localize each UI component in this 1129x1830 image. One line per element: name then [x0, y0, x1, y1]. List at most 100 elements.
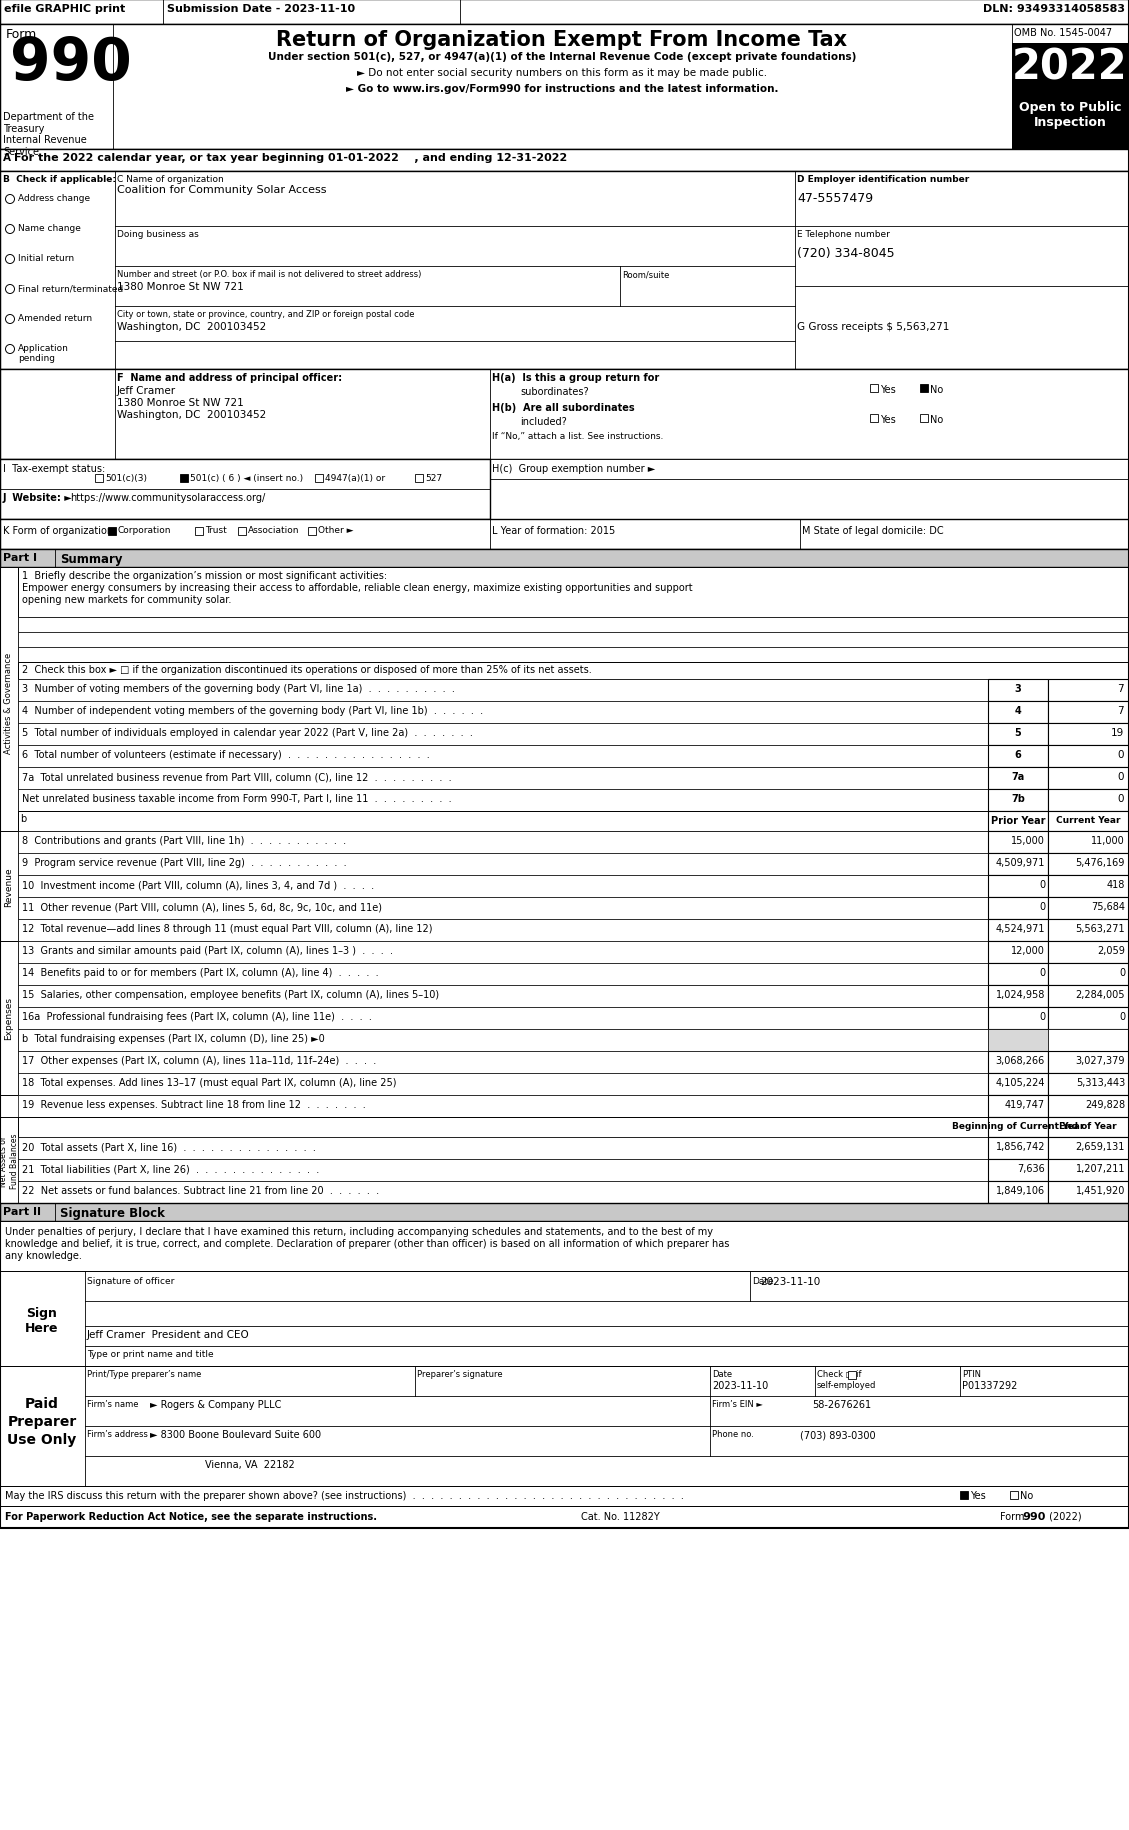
Text: H(c)  Group exemption number ►: H(c) Group exemption number ► [492, 463, 655, 474]
Text: 19: 19 [1111, 728, 1124, 737]
Text: 47-5557479: 47-5557479 [797, 192, 873, 205]
Text: 7,636: 7,636 [1017, 1164, 1045, 1173]
Bar [18, 567, 1129, 619]
Bar [18, 811, 988, 831]
Bar [1012, 44, 1129, 97]
Bar [18, 1030, 988, 1052]
Text: Submission Date - 2023-11-10: Submission Date - 2023-11-10 [167, 4, 356, 15]
Bar [1048, 1138, 1129, 1160]
Bar [1048, 1052, 1129, 1074]
Text: 15,000: 15,000 [1012, 836, 1045, 845]
Bar [988, 1182, 1048, 1204]
Text: OMB No. 1545-0047: OMB No. 1545-0047 [1014, 27, 1112, 38]
Text: 3: 3 [1015, 684, 1022, 694]
Bar [18, 1008, 988, 1030]
Bar [988, 941, 1048, 963]
Bar [18, 767, 988, 789]
Text: K Form of organization:: K Form of organization: [3, 525, 116, 536]
Text: 2  Check this box ► □ if the organization discontinued its operations or dispose: 2 Check this box ► □ if the organization… [21, 664, 592, 675]
Text: 22  Net assets or fund balances. Subtract line 21 from line 20  .  .  .  .  .  .: 22 Net assets or fund balances. Subtract… [21, 1186, 379, 1195]
Bar [0, 0, 1129, 1528]
Text: 0: 0 [1119, 968, 1124, 977]
Text: D Employer identification number: D Employer identification number [797, 176, 970, 183]
Bar [988, 963, 1048, 986]
Text: 1,856,742: 1,856,742 [996, 1142, 1045, 1151]
Bar [0, 459, 490, 520]
Text: H(a)  Is this a group return for: H(a) Is this a group return for [492, 373, 659, 382]
Bar [18, 963, 988, 986]
Text: P01337292: P01337292 [962, 1380, 1017, 1391]
Text: (720) 334-8045: (720) 334-8045 [797, 247, 894, 260]
Bar [18, 1118, 988, 1138]
Text: I  Tax-exempt status:: I Tax-exempt status: [3, 463, 105, 474]
Text: Jeff Cramer  President and CEO: Jeff Cramer President and CEO [87, 1329, 250, 1340]
Text: If “No,” attach a list. See instructions.: If “No,” attach a list. See instructions… [492, 432, 664, 441]
Text: Firm’s address: Firm’s address [87, 1429, 148, 1438]
Text: 249,828: 249,828 [1085, 1100, 1124, 1109]
Bar [1048, 789, 1129, 811]
Text: 527: 527 [425, 474, 443, 483]
Text: 12,000: 12,000 [1012, 946, 1045, 955]
Bar [1048, 1096, 1129, 1118]
Text: PTIN: PTIN [962, 1369, 981, 1378]
Bar [1048, 1008, 1129, 1030]
Bar [0, 549, 1129, 567]
Text: 0: 0 [1118, 772, 1124, 781]
Bar [18, 633, 1129, 648]
Text: 1380 Monroe St NW 721: 1380 Monroe St NW 721 [117, 397, 244, 408]
Text: 2,284,005: 2,284,005 [1076, 990, 1124, 999]
Bar [180, 474, 189, 483]
Bar [848, 1371, 856, 1380]
Text: Signature Block: Signature Block [60, 1206, 165, 1219]
Bar [18, 723, 988, 745]
Text: 11,000: 11,000 [1092, 836, 1124, 845]
Bar [238, 527, 246, 536]
Text: Beginning of Current Year: Beginning of Current Year [952, 1122, 1084, 1131]
Bar [0, 1221, 1129, 1272]
Text: B  Check if applicable:: B Check if applicable: [3, 176, 116, 183]
Bar [1048, 679, 1129, 701]
Text: 8  Contributions and grants (Part VIII, line 1h)  .  .  .  .  .  .  .  .  .  .  : 8 Contributions and grants (Part VIII, l… [21, 836, 347, 845]
Bar [988, 897, 1048, 919]
Bar [0, 1506, 1129, 1528]
Bar [988, 723, 1048, 745]
Text: 0: 0 [1118, 750, 1124, 759]
Text: 4947(a)(1) or: 4947(a)(1) or [325, 474, 385, 483]
Text: 0: 0 [1039, 1012, 1045, 1021]
Bar [0, 831, 18, 941]
Text: 15  Salaries, other compensation, employee benefits (Part IX, column (A), lines : 15 Salaries, other compensation, employe… [21, 990, 439, 999]
Bar [18, 619, 1129, 633]
Bar [0, 0, 1129, 26]
Text: 20  Total assets (Part X, line 16)  .  .  .  .  .  .  .  .  .  .  .  .  .  .  .: 20 Total assets (Part X, line 16) . . . … [21, 1142, 316, 1151]
Text: No: No [930, 415, 943, 425]
Text: 7a: 7a [1012, 772, 1025, 781]
Text: Date: Date [712, 1369, 732, 1378]
Text: J  Website: ►: J Website: ► [3, 492, 72, 503]
Bar [18, 789, 988, 811]
Text: Cat. No. 11282Y: Cat. No. 11282Y [580, 1512, 659, 1521]
Text: 21  Total liabilities (Part X, line 26)  .  .  .  .  .  .  .  .  .  .  .  .  .  : 21 Total liabilities (Part X, line 26) .… [21, 1164, 320, 1173]
Text: 0: 0 [1118, 794, 1124, 803]
Text: 7b: 7b [1012, 794, 1025, 803]
Text: Number and street (or P.O. box if mail is not delivered to street address): Number and street (or P.O. box if mail i… [117, 269, 421, 278]
Text: May the IRS discuss this return with the preparer shown above? (see instructions: May the IRS discuss this return with the… [5, 1490, 684, 1501]
Text: 4,509,971: 4,509,971 [996, 858, 1045, 867]
Text: b  Total fundraising expenses (Part IX, column (D), line 25) ►0: b Total fundraising expenses (Part IX, c… [21, 1034, 325, 1043]
Text: Washington, DC  200103452: Washington, DC 200103452 [117, 410, 266, 419]
Text: 1,849,106: 1,849,106 [996, 1186, 1045, 1195]
Bar [988, 1118, 1048, 1138]
Text: Part I: Part I [3, 553, 37, 562]
Text: 17  Other expenses (Part IX, column (A), lines 11a–11d, 11f–24e)  .  .  .  .: 17 Other expenses (Part IX, column (A), … [21, 1056, 376, 1065]
Circle shape [6, 315, 15, 324]
Text: Under penalties of perjury, I declare that I have examined this return, includin: Under penalties of perjury, I declare th… [5, 1226, 714, 1237]
Bar [1048, 919, 1129, 941]
Text: 4,105,224: 4,105,224 [996, 1078, 1045, 1087]
Text: 0: 0 [1039, 902, 1045, 911]
Text: 9  Program service revenue (Part VIII, line 2g)  .  .  .  .  .  .  .  .  .  .  .: 9 Program service revenue (Part VIII, li… [21, 858, 347, 867]
Bar [1048, 831, 1129, 853]
Bar [95, 474, 103, 483]
Bar [988, 919, 1048, 941]
Text: any knowledge.: any knowledge. [5, 1250, 82, 1261]
Bar [988, 1030, 1048, 1052]
Text: Net unrelated business taxable income from Form 990-T, Part I, line 11  .  .  . : Net unrelated business taxable income fr… [21, 794, 452, 803]
